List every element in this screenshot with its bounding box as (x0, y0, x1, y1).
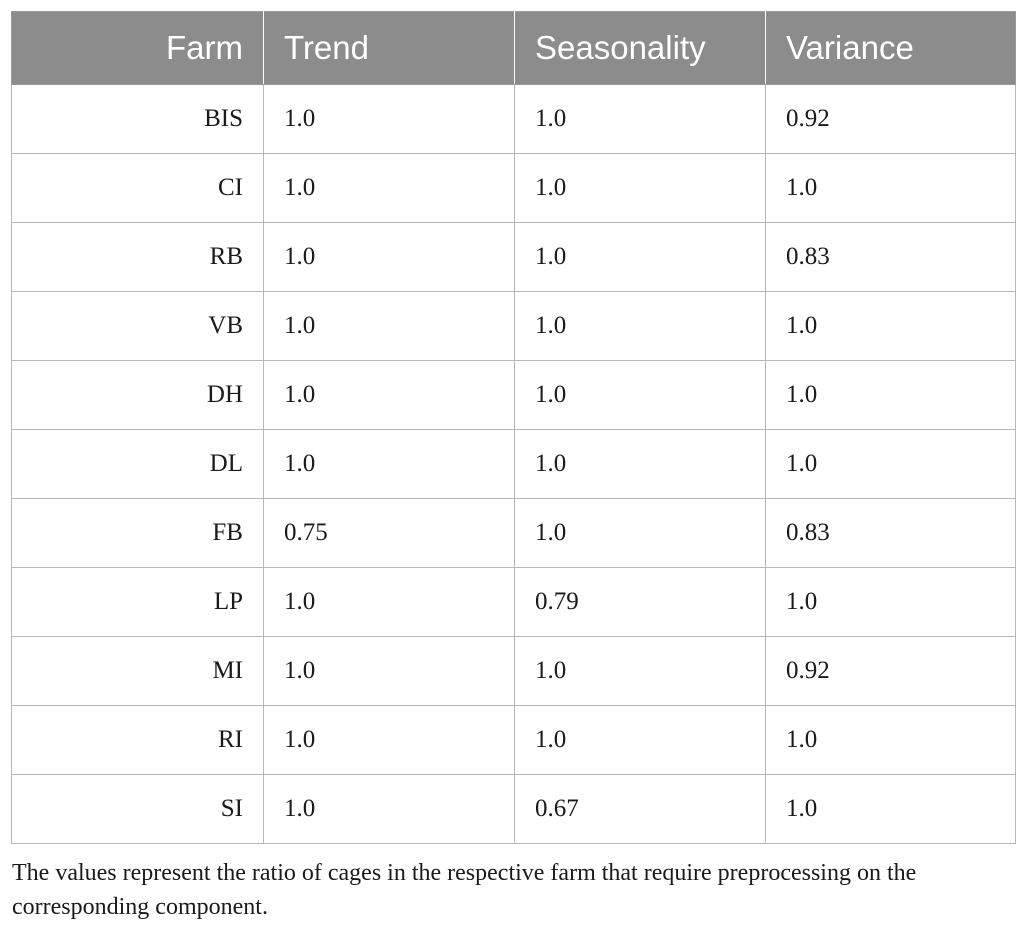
header-trend: Trend (263, 11, 515, 85)
table-body: BIS 1.0 1.0 0.92 CI 1.0 1.0 1.0 RB 1.0 1.0 0.83 VB 1.… (11, 84, 1016, 844)
seasonality-cell: 1.0 (514, 429, 766, 499)
table-row: RB 1.0 1.0 0.83 (11, 222, 1016, 292)
results-table-container: Farm Trend Seasonality Variance BIS 1.0 1.… (11, 11, 1016, 844)
table-row: SI 1.0 0.67 1.0 (11, 774, 1016, 844)
variance-cell: 0.83 (765, 222, 1016, 292)
trend-cell: 1.0 (263, 774, 515, 844)
header-seasonality: Seasonality (514, 11, 766, 85)
seasonality-cell: 1.0 (514, 498, 766, 568)
farm-cell: DH (11, 360, 264, 430)
table-header: Farm Trend Seasonality Variance (11, 11, 1016, 85)
farm-cell: DL (11, 429, 264, 499)
seasonality-cell: 1.0 (514, 153, 766, 223)
farm-cell: FB (11, 498, 264, 568)
trend-cell: 0.75 (263, 498, 515, 568)
trend-cell: 1.0 (263, 360, 515, 430)
variance-cell: 0.92 (765, 636, 1016, 706)
trend-cell: 1.0 (263, 636, 515, 706)
variance-cell: 1.0 (765, 705, 1016, 775)
farm-cell: MI (11, 636, 264, 706)
table-row: VB 1.0 1.0 1.0 (11, 291, 1016, 361)
variance-cell: 1.0 (765, 153, 1016, 223)
farm-cell: LP (11, 567, 264, 637)
seasonality-cell: 1.0 (514, 222, 766, 292)
farm-cell: BIS (11, 84, 264, 154)
table-row: CI 1.0 1.0 1.0 (11, 153, 1016, 223)
variance-cell: 1.0 (765, 360, 1016, 430)
farm-cell: SI (11, 774, 264, 844)
trend-cell: 1.0 (263, 291, 515, 361)
variance-cell: 1.0 (765, 567, 1016, 637)
farm-cell: RB (11, 222, 264, 292)
seasonality-cell: 1.0 (514, 636, 766, 706)
farm-cell: VB (11, 291, 264, 361)
trend-cell: 1.0 (263, 429, 515, 499)
header-farm: Farm (11, 11, 264, 85)
variance-cell: 1.0 (765, 429, 1016, 499)
trend-cell: 1.0 (263, 84, 515, 154)
trend-cell: 1.0 (263, 567, 515, 637)
table-footnote: The values represent the ratio of cages … (12, 860, 917, 920)
variance-cell: 0.92 (765, 84, 1016, 154)
table-row: BIS 1.0 1.0 0.92 (11, 84, 1016, 154)
table-row: RI 1.0 1.0 1.0 (11, 705, 1016, 775)
table-row: DL 1.0 1.0 1.0 (11, 429, 1016, 499)
trend-cell: 1.0 (263, 153, 515, 223)
table-row: MI 1.0 1.0 0.92 (11, 636, 1016, 706)
seasonality-cell: 1.0 (514, 360, 766, 430)
header-row: Farm Trend Seasonality Variance (11, 11, 1016, 85)
seasonality-cell: 0.67 (514, 774, 766, 844)
seasonality-cell: 0.79 (514, 567, 766, 637)
seasonality-cell: 1.0 (514, 705, 766, 775)
table-row: DH 1.0 1.0 1.0 (11, 360, 1016, 430)
farm-cell: CI (11, 153, 264, 223)
variance-cell: 1.0 (765, 774, 1016, 844)
variance-cell: 0.83 (765, 498, 1016, 568)
header-variance: Variance (765, 11, 1016, 85)
farm-cell: RI (11, 705, 264, 775)
trend-cell: 1.0 (263, 222, 515, 292)
preprocessing-ratio-table: Farm Trend Seasonality Variance BIS 1.0 1.… (11, 11, 1016, 844)
seasonality-cell: 1.0 (514, 84, 766, 154)
variance-cell: 1.0 (765, 291, 1016, 361)
seasonality-cell: 1.0 (514, 291, 766, 361)
table-row: LP 1.0 0.79 1.0 (11, 567, 1016, 637)
trend-cell: 1.0 (263, 705, 515, 775)
table-row: FB 0.75 1.0 0.83 (11, 498, 1016, 568)
